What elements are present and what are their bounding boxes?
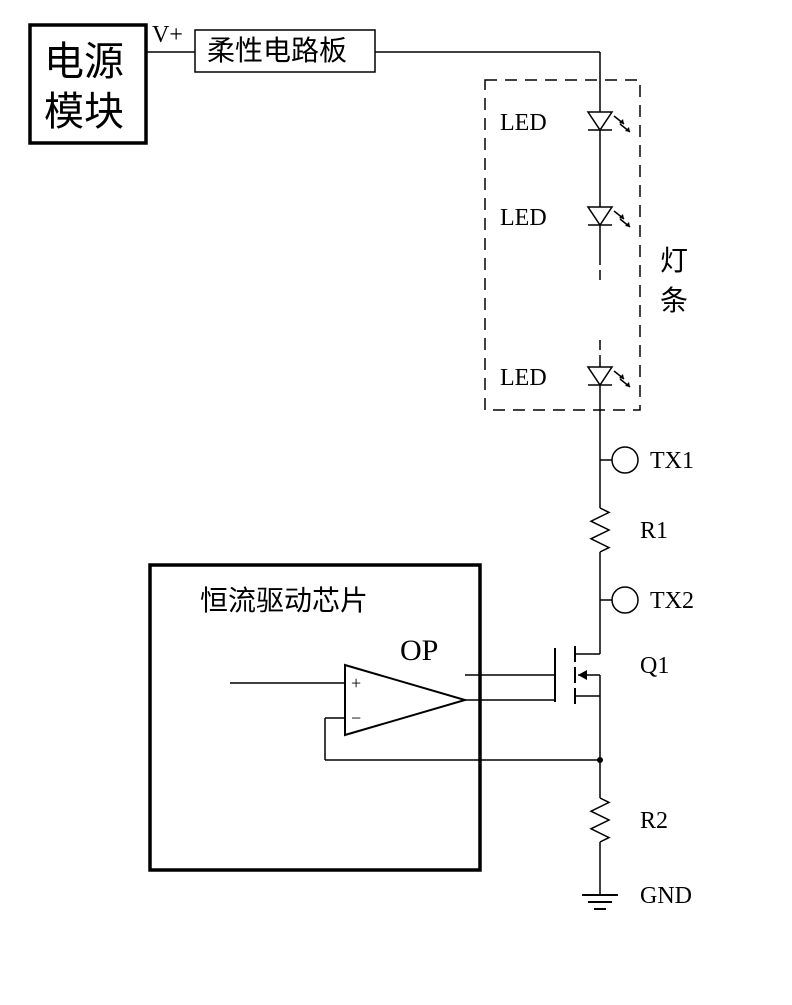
svg-text:+: + xyxy=(351,673,361,693)
svg-text:−: − xyxy=(351,708,361,728)
svg-text:灯: 灯 xyxy=(660,245,688,277)
svg-text:LED: LED xyxy=(500,110,547,136)
svg-text:恒流驱动芯片: 恒流驱动芯片 xyxy=(200,585,368,617)
svg-text:模块: 模块 xyxy=(44,89,124,134)
svg-text:V+: V+ xyxy=(152,22,183,48)
circuit-diagram: 电源模块 V+ 柔性电路板灯条 LED LED LED TX1 R1 TX2 Q1 R2 GND 恒流驱… xyxy=(0,0,792,1000)
svg-text:R1: R1 xyxy=(640,518,668,544)
svg-text:OP: OP xyxy=(400,634,438,667)
svg-text:R2: R2 xyxy=(640,808,668,834)
svg-text:Q1: Q1 xyxy=(640,653,669,679)
svg-text:柔性电路板: 柔性电路板 xyxy=(207,35,347,67)
svg-text:LED: LED xyxy=(500,365,547,391)
svg-text:TX2: TX2 xyxy=(650,588,694,614)
svg-text:TX1: TX1 xyxy=(650,448,694,474)
svg-text:GND: GND xyxy=(640,883,692,909)
svg-text:LED: LED xyxy=(500,205,547,231)
svg-text:电源: 电源 xyxy=(44,39,124,84)
svg-text:条: 条 xyxy=(660,285,688,317)
